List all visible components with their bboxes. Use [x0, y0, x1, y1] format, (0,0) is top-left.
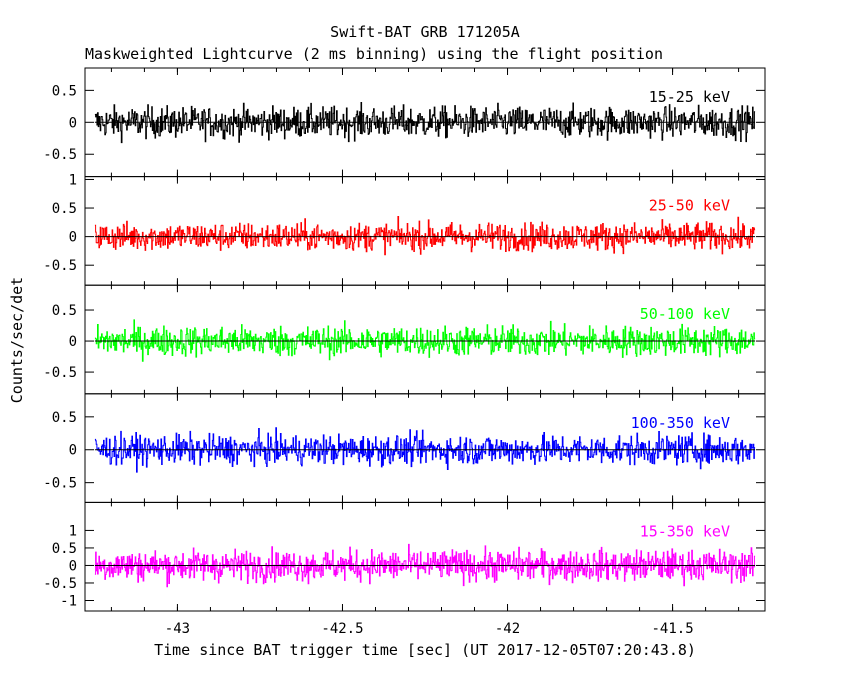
- panel-2: 0.5 0 -0.5 50-100 keV: [43, 284, 766, 395]
- x-axis-label: Time since BAT trigger time [sec] (UT 20…: [154, 641, 696, 659]
- panel-3: 0.5 0 -0.5 100-350 keV: [43, 393, 766, 503]
- y-tick-label: -0.5: [43, 476, 77, 492]
- band-label: 25-50 keV: [649, 197, 730, 215]
- band-label: 15-350 keV: [640, 522, 730, 540]
- y-tick-label: 0.5: [52, 541, 77, 557]
- chart-subtitle: Maskweighted Lightcurve (2 ms binning) u…: [85, 45, 663, 63]
- y-tick-label: 1: [69, 523, 77, 539]
- y-tick-label: 0.5: [52, 303, 77, 319]
- y-tick-label: -0.5: [43, 365, 77, 381]
- y-tick-label: 0: [69, 558, 77, 574]
- y-tick-label: 0: [69, 230, 77, 246]
- y-tick-label: 0: [69, 115, 77, 131]
- y-tick-label: 0: [69, 443, 77, 459]
- y-tick-label: -0.5: [43, 258, 77, 274]
- band-label: 50-100 keV: [640, 305, 730, 323]
- series-line: [94, 102, 756, 144]
- band-label: 15-25 keV: [649, 88, 730, 106]
- x-tick-label: -41.5: [651, 621, 693, 637]
- panel-1: 1 0.5 0 -0.5 25-50 keV: [43, 172, 766, 286]
- x-tick-label: -42.5: [321, 621, 363, 637]
- y-axis-label: Counts/sec/det: [8, 277, 26, 403]
- series-line: [94, 319, 756, 362]
- y-tick-label: 0.5: [52, 410, 77, 426]
- panel-frame: [84, 501, 766, 612]
- y-tick-label: -0.5: [43, 147, 77, 163]
- panel-4: 1 0.50 -0.5-1 15-350 keV: [43, 501, 766, 612]
- series-line: [94, 216, 756, 256]
- y-tick-label: -0.5: [43, 576, 77, 592]
- band-label: 100-350 keV: [631, 414, 730, 432]
- panel-0: 0.5 0 -0.5 15-25 keV: [43, 67, 766, 178]
- y-tick-label: 0.5: [52, 83, 77, 99]
- series-line: [94, 543, 756, 588]
- y-tick-label: 1: [69, 172, 77, 188]
- chart-title: Swift-BAT GRB 171205A: [330, 23, 520, 41]
- x-tick-label: -43: [165, 621, 190, 637]
- y-tick-label: -1: [60, 593, 77, 609]
- y-tick-label: 0.5: [52, 201, 77, 217]
- series-line: [94, 427, 756, 473]
- y-tick-label: 0: [69, 334, 77, 350]
- x-tick-label: -42: [495, 621, 520, 637]
